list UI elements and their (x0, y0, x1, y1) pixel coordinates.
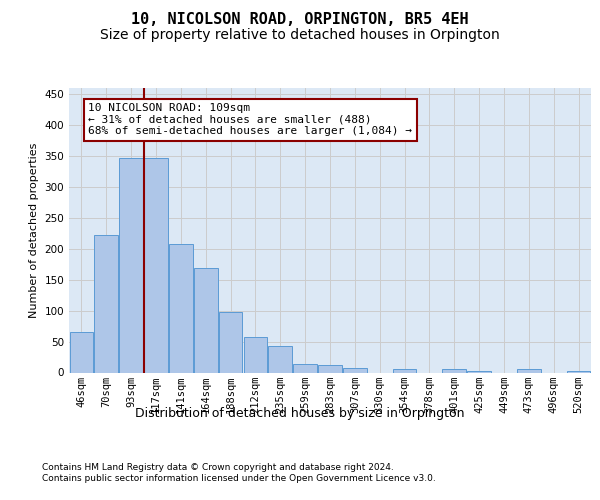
Text: Contains HM Land Registry data © Crown copyright and database right 2024.: Contains HM Land Registry data © Crown c… (42, 462, 394, 471)
Bar (343, 368, 367, 372)
Bar (169, 244, 193, 372)
Bar (194, 268, 218, 372)
Text: Distribution of detached houses by size in Orpington: Distribution of detached houses by size … (135, 408, 465, 420)
Bar (94, 235, 118, 372)
Y-axis label: Number of detached properties: Number of detached properties (29, 142, 39, 318)
Bar (318, 365, 342, 372)
Text: Size of property relative to detached houses in Orpington: Size of property relative to detached ho… (100, 28, 500, 42)
Bar (393, 369, 416, 372)
Bar (293, 364, 317, 372)
Bar (244, 337, 267, 372)
Text: 10 NICOLSON ROAD: 109sqm
← 31% of detached houses are smaller (488)
68% of semi-: 10 NICOLSON ROAD: 109sqm ← 31% of detach… (88, 103, 412, 136)
Bar (567, 370, 590, 372)
Text: Contains public sector information licensed under the Open Government Licence v3: Contains public sector information licen… (42, 474, 436, 483)
Text: 10, NICOLSON ROAD, ORPINGTON, BR5 4EH: 10, NICOLSON ROAD, ORPINGTON, BR5 4EH (131, 12, 469, 28)
Bar (119, 158, 143, 372)
Bar (144, 158, 168, 372)
Bar (70, 332, 93, 372)
Bar (442, 370, 466, 372)
Bar (219, 312, 242, 372)
Bar (517, 370, 541, 372)
Bar (268, 346, 292, 372)
Bar (467, 370, 491, 372)
